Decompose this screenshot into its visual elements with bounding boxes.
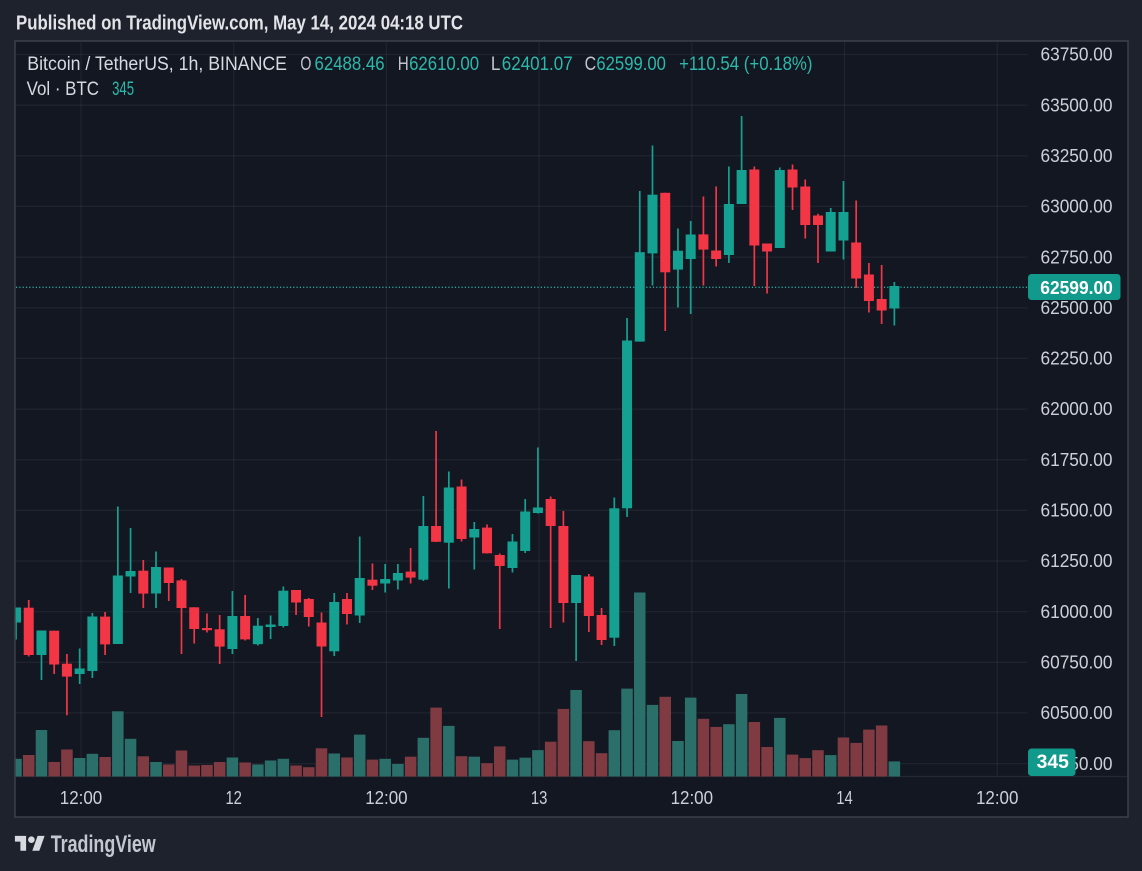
svg-text:62610.00: 62610.00 xyxy=(409,53,479,75)
svg-text:60500.00: 60500.00 xyxy=(1041,703,1113,723)
svg-text:13: 13 xyxy=(531,788,548,808)
svg-text:12:00: 12:00 xyxy=(976,788,1018,808)
svg-text:62599.00: 62599.00 xyxy=(1040,278,1113,298)
svg-text:H: H xyxy=(398,53,409,75)
svg-text:62000.00: 62000.00 xyxy=(1041,399,1113,419)
svg-text:12:00: 12:00 xyxy=(60,788,102,808)
svg-text:345: 345 xyxy=(1037,751,1069,773)
svg-text:345: 345 xyxy=(112,78,134,100)
svg-text:12:00: 12:00 xyxy=(671,788,713,808)
svg-text:62250.00: 62250.00 xyxy=(1041,349,1113,369)
svg-text:62401.07: 62401.07 xyxy=(502,53,573,75)
svg-text:Published on TradingView.com,: Published on TradingView.com, May 14, 20… xyxy=(16,11,463,34)
svg-text:63250.00: 63250.00 xyxy=(1041,146,1113,166)
svg-text:63000.00: 63000.00 xyxy=(1041,197,1113,217)
svg-text:C: C xyxy=(585,53,597,75)
svg-text:62599.00: 62599.00 xyxy=(596,53,666,75)
svg-text:61000.00: 61000.00 xyxy=(1041,602,1113,622)
svg-text:14: 14 xyxy=(836,788,853,808)
svg-text:62750.00: 62750.00 xyxy=(1041,247,1113,267)
svg-text:Bitcoin / TetherUS, 1h, BINANC: Bitcoin / TetherUS, 1h, BINANCE xyxy=(27,53,287,75)
svg-text:12: 12 xyxy=(225,788,242,808)
svg-text:O: O xyxy=(300,53,311,75)
svg-text:Vol · BTC: Vol · BTC xyxy=(27,78,99,100)
svg-text:61500.00: 61500.00 xyxy=(1041,501,1113,521)
svg-text:60750.00: 60750.00 xyxy=(1041,653,1113,673)
svg-text:TradingView: TradingView xyxy=(51,832,156,858)
svg-text:62488.46: 62488.46 xyxy=(315,53,385,75)
svg-text:63750.00: 63750.00 xyxy=(1041,45,1113,65)
svg-text:63500.00: 63500.00 xyxy=(1041,95,1113,115)
svg-text:62500.00: 62500.00 xyxy=(1041,298,1113,318)
svg-text:+110.54 (+0.18%): +110.54 (+0.18%) xyxy=(679,53,812,75)
svg-text:61250.00: 61250.00 xyxy=(1041,551,1113,571)
svg-text:L: L xyxy=(491,53,501,75)
svg-text:12:00: 12:00 xyxy=(365,788,407,808)
svg-text:61750.00: 61750.00 xyxy=(1041,450,1113,470)
